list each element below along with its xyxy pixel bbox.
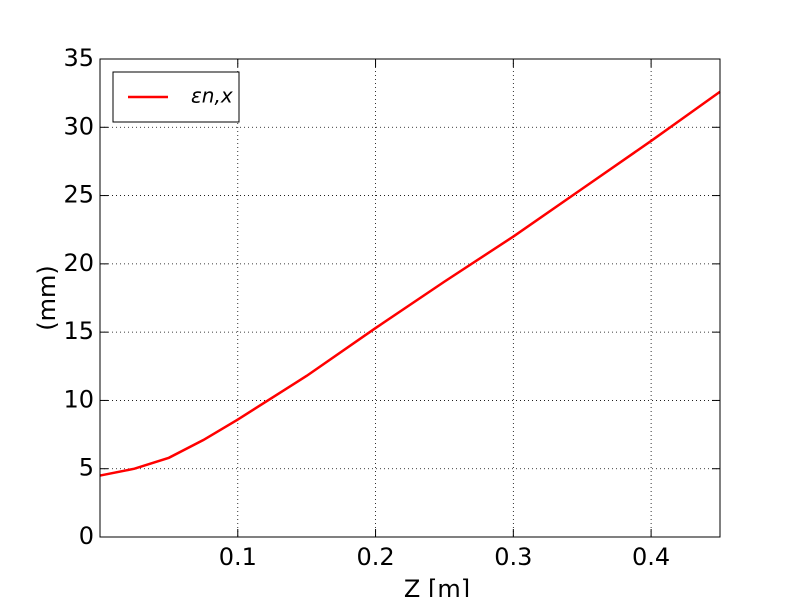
x-axis-label: Z [m] (404, 575, 470, 597)
y-axis-label: (mm) (33, 265, 61, 330)
y-tick-label: 35 (63, 44, 94, 72)
x-tick-label: 0.3 (494, 543, 532, 571)
plot-frame (99, 58, 721, 538)
y-tick-label: 0 (79, 522, 94, 550)
y-tick-label: 15 (63, 317, 94, 345)
y-tick-label: 10 (63, 385, 94, 413)
y-tick-label: 30 (63, 112, 94, 140)
y-tick-label: 20 (63, 249, 94, 277)
y-tick-label: 5 (79, 454, 94, 482)
data-line (99, 90, 721, 477)
x-tick-label: 0.1 (219, 543, 257, 571)
x-tick-label: 0.2 (356, 543, 394, 571)
legend-label: εn,x (191, 84, 233, 108)
x-tick-label: 0.4 (632, 543, 670, 571)
y-tick-label: 25 (63, 181, 94, 209)
